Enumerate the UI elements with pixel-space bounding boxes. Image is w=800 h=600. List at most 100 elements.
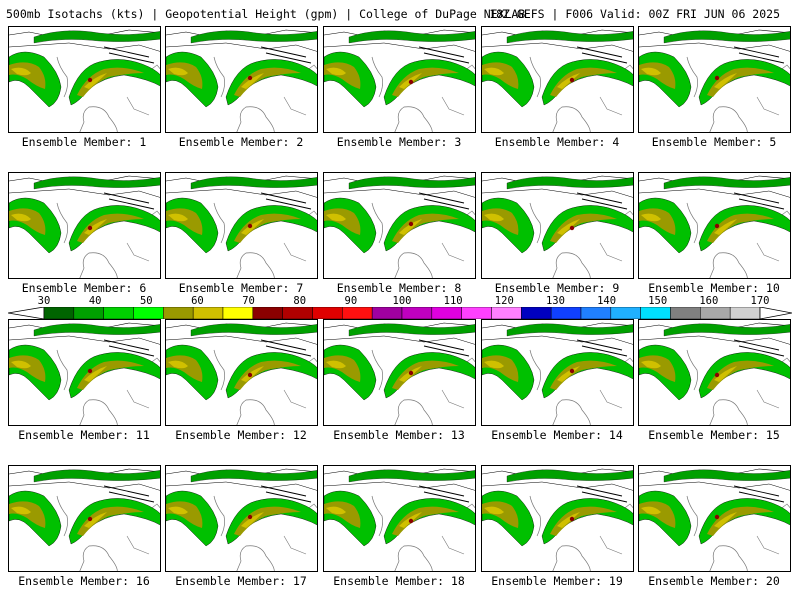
isotach-peak [247,223,253,229]
isotach-main-max [714,366,737,382]
ensemble-member-label: Ensemble Member: 4 [494,135,620,149]
isotach-north [33,176,160,190]
isotach-main [383,59,475,106]
coastline [686,202,748,278]
coastline [56,202,118,278]
coastline [213,56,275,132]
isotach-main [698,205,790,252]
isotach-peak [87,225,93,231]
isotach-north [348,323,475,337]
height-contour [9,481,160,491]
isotach-peak [247,75,253,81]
isotach-north [33,30,160,44]
coastline [529,56,591,132]
isotach-main-max [241,366,264,382]
isotach-peak [569,368,575,374]
coastline [213,349,275,425]
colorbar-swatch [521,307,552,319]
isotach-main-core [234,360,301,390]
height-contour [103,485,155,503]
colorbar-swatch [371,307,403,319]
colorbar-swatch [192,307,224,319]
isotach-west-max [326,506,346,515]
ensemble-map [166,468,317,571]
colorbar-min-arrow [8,307,45,319]
height-contour [166,335,317,345]
isotach-west-max [484,67,504,76]
height-contour [639,188,790,198]
isotach-west-max [326,67,346,76]
coastline [686,495,748,571]
coastline [686,349,748,425]
colorbar-swatch [342,307,373,319]
isotach-north [190,176,317,190]
height-contour [482,42,633,52]
isotach-main-max [557,73,580,89]
isotach-main-core [707,213,774,243]
ensemble-member-label: Ensemble Member: 10 [648,281,780,295]
isotach-north [663,30,790,44]
ensemble-member-label: Ensemble Member: 11 [18,428,150,442]
isotach-north [348,176,475,190]
isotach-main-max [241,73,264,89]
height-contour [576,485,628,503]
isotach-main-max [557,512,580,528]
isotach-main [383,498,475,545]
isotach-main [225,498,317,545]
ensemble-member-label: Ensemble Member: 3 [336,135,462,149]
isotach-peak [569,77,575,83]
isotach-main-max [557,219,580,235]
colorbar-max-arrow [759,307,792,319]
isotach-north [506,469,633,483]
isotach-west-max [484,360,504,369]
chart-title: 500mb Isotachs (kts) | Geopotential Heig… [6,7,526,21]
ensemble-map [639,468,790,571]
isotach-north [506,176,633,190]
isotach-west-max [326,213,346,222]
height-contour [418,46,470,64]
colorbar-swatch [550,307,582,319]
isotach-main [541,352,633,399]
height-contour [482,481,633,491]
isotach-north [33,469,160,483]
colorbar-tick-label: 140 [597,295,617,307]
ensemble-member-label: Ensemble Member: 20 [648,574,780,588]
coastline [529,495,591,571]
isotach-west-max [168,506,188,515]
ensemble-panel [638,172,791,279]
isotach-west-max [641,506,661,515]
height-contour [482,335,633,345]
coastline [529,202,591,278]
ensemble-member-label: Ensemble Member: 7 [178,281,304,295]
isotach-main-max [84,512,107,528]
ensemble-member-label: Ensemble Member: 17 [175,574,307,588]
ensemble-panel [323,26,476,133]
height-contour [576,192,628,210]
isotach-main-max [399,219,422,235]
ensemble-map [482,468,633,571]
colorbar-swatches [8,307,792,319]
height-contour [733,485,785,503]
ensemble-panel [481,465,634,572]
coastline [56,56,118,132]
isotach-main-max [241,219,264,235]
height-contour [324,481,475,491]
isotach-peak [408,370,414,376]
isotach-main-core [550,360,617,390]
colorbar-swatch [73,307,104,319]
isotach-north [348,30,475,44]
colorbar-tick-label: 130 [545,295,565,307]
isotach-peak [87,368,93,374]
isotach-main-core [234,213,301,243]
isotach-main-core [550,213,617,243]
ensemble-map [9,468,160,571]
run-info: 18Z GEFS | F006 Valid: 00Z FRI JUN 06 20… [489,7,780,21]
isotach-main [698,498,790,545]
height-contour [418,339,470,357]
colorbar-labels: 30 40 50 60 70 80 90 100 110 120 130 140 150 160 170 [8,295,792,307]
ensemble-map [482,322,633,425]
height-contour [9,335,160,345]
ensemble-map [324,175,475,278]
ensemble-member-label: Ensemble Member: 19 [491,574,623,588]
ensemble-map [639,175,790,278]
